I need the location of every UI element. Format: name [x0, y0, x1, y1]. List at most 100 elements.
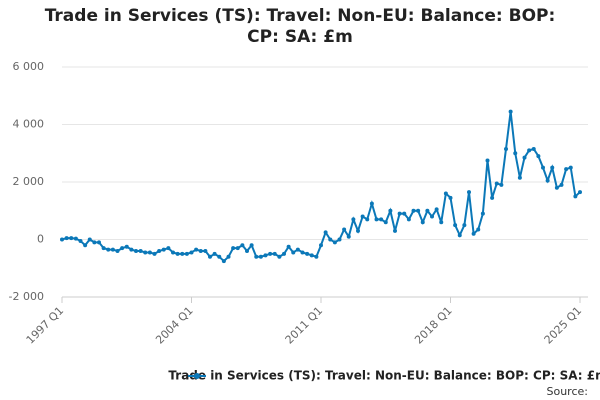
point — [342, 227, 347, 232]
point — [198, 249, 203, 253]
point — [323, 230, 328, 235]
point — [430, 214, 434, 219]
point — [346, 234, 351, 239]
point — [92, 240, 97, 245]
point — [314, 254, 319, 259]
point — [180, 251, 185, 256]
y-tick-label: 2 000 — [13, 175, 45, 188]
point — [258, 254, 263, 259]
point — [240, 243, 245, 248]
point — [351, 217, 356, 222]
point — [300, 250, 305, 255]
point — [208, 254, 212, 259]
point — [272, 251, 277, 256]
point — [64, 236, 69, 241]
point — [277, 254, 282, 259]
point — [360, 214, 365, 219]
point — [106, 247, 111, 252]
point — [517, 175, 522, 180]
point — [328, 237, 333, 242]
point — [453, 223, 458, 228]
point — [462, 223, 467, 228]
point — [406, 217, 411, 222]
point — [388, 208, 393, 213]
point — [319, 243, 323, 248]
point — [508, 109, 513, 114]
point — [434, 207, 439, 212]
point — [69, 236, 74, 241]
point — [282, 251, 286, 256]
point — [78, 238, 83, 243]
point — [124, 244, 129, 249]
legend-swatch-dot — [194, 373, 200, 379]
point — [171, 250, 175, 255]
point — [309, 253, 314, 258]
point — [564, 167, 569, 172]
point — [249, 243, 254, 248]
point — [522, 155, 527, 160]
point — [420, 220, 425, 225]
y-tick-label: 0 — [37, 233, 44, 246]
point — [157, 249, 162, 253]
point — [383, 220, 388, 225]
point — [73, 236, 78, 241]
y-tick-label: 6 000 — [13, 60, 45, 73]
point — [578, 190, 582, 195]
point — [554, 185, 559, 190]
point — [212, 251, 217, 256]
point — [559, 182, 564, 187]
point — [143, 250, 148, 255]
point — [531, 146, 536, 151]
y-tick-label: 4 000 — [13, 118, 45, 131]
point — [189, 250, 194, 255]
point — [480, 211, 485, 216]
point — [295, 247, 300, 252]
point — [184, 251, 189, 256]
point — [374, 217, 379, 222]
point — [101, 246, 106, 251]
point — [87, 237, 92, 242]
point — [499, 182, 504, 187]
chart-title: Trade in Services (TS): Travel: Non-EU: … — [44, 6, 556, 47]
point — [60, 237, 64, 242]
point — [175, 251, 180, 256]
point — [568, 165, 573, 170]
point — [476, 227, 481, 232]
point — [411, 208, 416, 213]
point — [365, 217, 370, 222]
point — [147, 250, 152, 255]
point — [573, 194, 578, 199]
point — [97, 240, 101, 245]
y-tick-label: -2 000 — [9, 290, 44, 303]
source: Source: — [547, 385, 589, 398]
point — [490, 195, 495, 200]
point — [203, 249, 208, 253]
x-tick-label: 2004 Q1 — [153, 304, 196, 347]
point — [550, 165, 555, 170]
point — [217, 254, 222, 259]
x-tick-label: 2018 Q1 — [412, 304, 455, 347]
point — [536, 154, 541, 159]
point — [263, 253, 268, 258]
point — [494, 181, 499, 186]
point — [402, 211, 407, 216]
point — [416, 208, 421, 213]
point — [152, 251, 157, 256]
point — [397, 211, 402, 216]
point — [110, 247, 115, 252]
point — [268, 251, 273, 256]
point — [513, 151, 518, 156]
point — [221, 259, 226, 264]
point — [115, 249, 120, 253]
point — [439, 220, 444, 225]
point — [305, 251, 310, 256]
x-tick-label: 1997 Q1 — [24, 304, 67, 347]
point — [166, 246, 171, 251]
point — [443, 191, 448, 196]
point — [527, 148, 532, 153]
point — [138, 249, 143, 253]
point — [134, 249, 138, 253]
point — [245, 249, 249, 253]
point — [291, 250, 296, 255]
